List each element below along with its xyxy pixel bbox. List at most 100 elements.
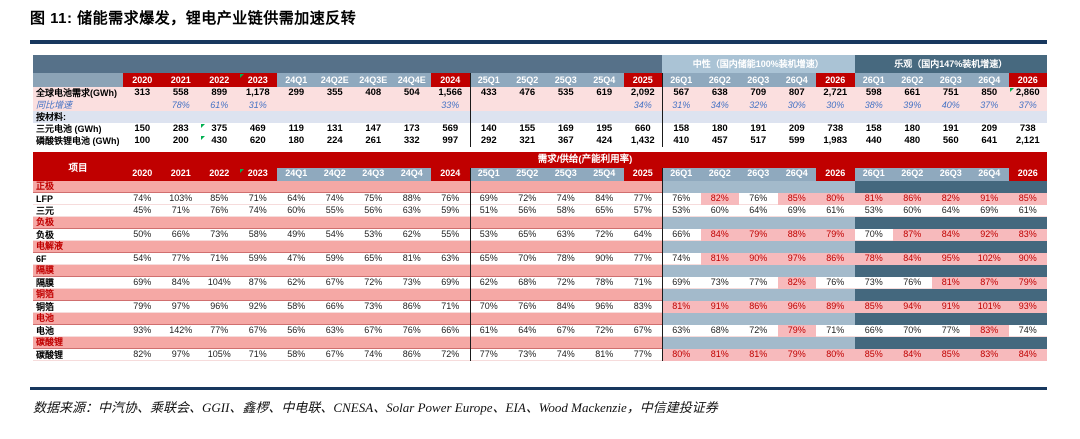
table1-cell: 321	[519, 135, 536, 146]
table2-cell: 84%	[700, 229, 739, 241]
table2-row: 6F 54% 77% 71% 59% 47% 59% 65% 81% 63% 65% 70% 78% 90…	[33, 253, 1047, 265]
column-header: 24Q4	[392, 168, 431, 181]
table2-cell: 54%	[133, 253, 152, 263]
table2-cell: 66%	[325, 301, 344, 311]
table1-cell	[470, 111, 509, 123]
table2-cell: 76%	[903, 277, 922, 287]
table2-cell: 77%	[210, 325, 229, 335]
table1-cell: 37%	[1018, 100, 1037, 110]
table2-cell: 71%	[248, 349, 267, 359]
column-header: 26Q1	[854, 73, 893, 87]
table2-cell: 69%	[980, 205, 999, 215]
table1-cell: 169	[557, 123, 574, 134]
table2-cell: 72%	[518, 193, 537, 203]
table2-cell: 47%	[287, 253, 306, 263]
row-label: 隔膜	[36, 278, 55, 288]
table2-cell: 72%	[749, 325, 768, 335]
table2-cell: 66%	[441, 325, 460, 335]
divider-2025-2026	[662, 73, 663, 147]
table2-cell: 73%	[210, 229, 229, 239]
table1-cell: 2,092	[630, 87, 655, 98]
table2-cell: 84%	[893, 349, 932, 361]
row-label: 铜箔	[36, 302, 55, 312]
table2-cell: 79%	[739, 229, 778, 241]
table2-cell: 53%	[672, 205, 691, 215]
table1-cell: 1,983	[823, 135, 848, 146]
table2-cell: 97%	[171, 301, 190, 311]
table1-cell: 660	[634, 123, 651, 134]
table1-cell: 424	[596, 135, 613, 146]
table1-row: 全球电池需求(GWh) 313 558 899 1,178 299 355 408 504 1,5…	[33, 87, 1047, 99]
table1-cell: 375	[200, 123, 239, 135]
column-header: 26Q3	[931, 73, 970, 87]
section-row: 铜箔	[33, 289, 1047, 301]
table1-cell: 173	[403, 123, 420, 134]
table1-cell: 332	[403, 135, 420, 146]
table2-cell: 68%	[518, 277, 537, 287]
table1-cell	[662, 111, 701, 123]
table2-cell: 59%	[248, 253, 267, 263]
table1-cell: 39%	[903, 100, 922, 110]
column-header: 2026	[816, 73, 855, 87]
column-header: 26Q3	[739, 168, 778, 181]
table1-cell: 31%	[672, 100, 691, 110]
table2-cell: 85%	[854, 349, 893, 361]
section-band-optimistic	[854, 337, 1047, 349]
table1-cell: 569	[442, 123, 459, 134]
table2-cell: 74%	[556, 349, 575, 359]
table1-cell: 200	[172, 135, 189, 146]
table2-cell: 84%	[1008, 349, 1047, 361]
section-label: 铜箔	[33, 289, 662, 301]
section-label: 电池	[33, 313, 662, 325]
table2-cell: 82%	[777, 277, 816, 289]
table2-row: 碳酸锂 82% 97% 105% 71% 58% 67% 74% 86% 72% 77% 73% 74%…	[33, 349, 1047, 361]
table2-cell: 63%	[441, 253, 460, 263]
table2-cell: 83%	[970, 325, 1009, 337]
table1-cell: 807	[788, 87, 805, 98]
table2-cell: 73%	[518, 349, 537, 359]
scenario-neutral-header: 中性（国内储能100%装机增速）	[662, 55, 855, 73]
column-header: 2026	[1008, 168, 1047, 181]
table2-cell: 71%	[210, 253, 229, 263]
table1-cell: 1,178	[245, 87, 270, 98]
table2-cell: 55%	[441, 229, 460, 239]
table1-cell: 78%	[171, 100, 190, 110]
column-header: 25Q1	[469, 168, 508, 181]
table1-cell: 180	[904, 123, 921, 134]
section-band-neutral	[662, 181, 855, 193]
table2-cell: 90%	[1008, 253, 1047, 265]
table2-cell: 74%	[248, 205, 267, 215]
table2-cell: 84%	[931, 229, 970, 241]
table2-cell: 67%	[325, 277, 344, 287]
table2-cell: 76%	[749, 193, 768, 203]
table2-cell: 90%	[739, 253, 778, 265]
table1-cell: 38%	[864, 100, 883, 110]
table2-cell: 61%	[826, 205, 845, 215]
table2-cell: 67%	[248, 325, 267, 335]
column-header: 2023	[238, 73, 277, 87]
title-underline	[30, 40, 1047, 44]
table2-cell: 81%	[700, 349, 739, 361]
table2-cell: 65%	[364, 253, 383, 263]
table1-cell	[277, 99, 316, 111]
table1-cell: 283	[172, 123, 189, 134]
table2-cell: 60%	[710, 205, 729, 215]
table2-cell: 53%	[479, 229, 498, 239]
row-label: 全球电池需求(GWh)	[36, 88, 117, 98]
column-header: 24Q1	[277, 168, 316, 181]
table2-cell: 67%	[633, 325, 652, 335]
data-source: 数据来源：中汽协、乘联会、GGII、鑫椤、中电联、CNESA、Solar Pow…	[33, 400, 718, 415]
table2-cell: 97%	[777, 253, 816, 265]
table1-cell: 195	[596, 123, 613, 134]
figure-title: 图 11: 储能需求爆发，锂电产业链供需加速反转	[30, 10, 357, 27]
table1-cell	[393, 99, 432, 111]
table2-cell: 62%	[402, 229, 421, 239]
table2-cell: 87%	[248, 277, 267, 287]
column-header: 26Q2	[893, 168, 932, 181]
table2-cell: 72%	[441, 349, 460, 359]
table2-cell: 67%	[364, 325, 383, 335]
table1-cell	[701, 111, 740, 123]
row-label: 碳酸锂	[36, 350, 64, 360]
table1-cell: 535	[557, 87, 574, 98]
table1-cell	[162, 111, 201, 123]
